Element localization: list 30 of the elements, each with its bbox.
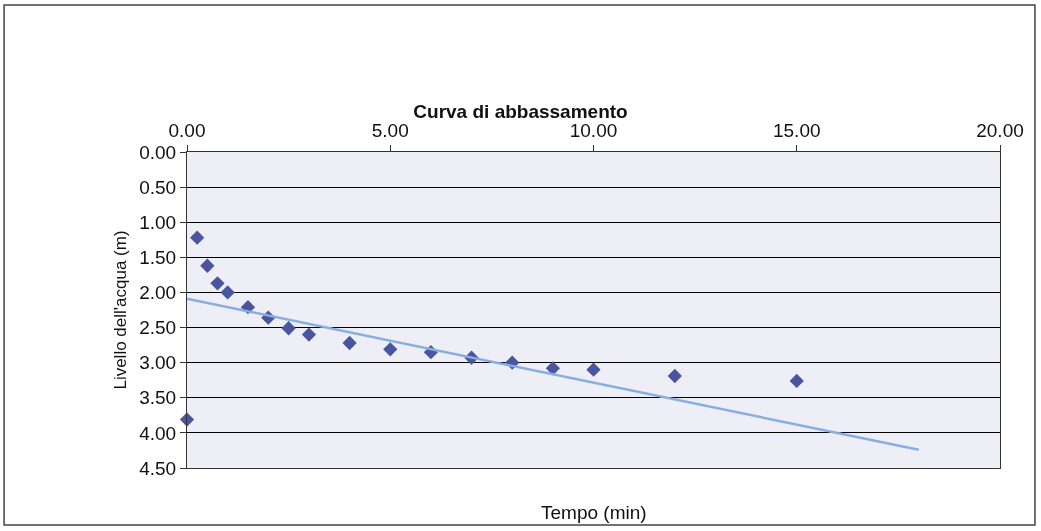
y-axis-title: Livello dell'acqua (m) (110, 230, 130, 390)
point (220, 285, 235, 300)
y-tick-label: 2.00 (139, 282, 177, 304)
point (210, 276, 225, 291)
point (190, 230, 205, 245)
point (667, 368, 682, 384)
y-tick-label: 4.50 (139, 457, 177, 479)
y-tick-label: 3.50 (139, 387, 177, 409)
chart-title: Curva di abbassamento (413, 101, 628, 123)
y-tick-label: 2.50 (139, 317, 177, 339)
point (383, 342, 398, 357)
y-tick-label: 0.50 (139, 176, 177, 198)
x-tick-label: 10.00 (569, 120, 618, 142)
x-tick-label: 5.00 (371, 120, 409, 142)
y-tick-label: 1.50 (139, 246, 177, 268)
x-tick-label: 20.00 (976, 120, 1024, 142)
point (200, 258, 215, 273)
y-tick-label: 1.00 (139, 211, 177, 233)
x-tick-label: 0.00 (168, 120, 206, 142)
point (586, 362, 601, 377)
point (281, 321, 296, 336)
y-tick-label: 3.00 (139, 352, 177, 374)
point (545, 361, 560, 376)
y-tick-label: 0.00 (139, 141, 177, 163)
y-tick-label: 4.00 (139, 422, 177, 444)
point (789, 373, 804, 389)
point (301, 327, 317, 342)
x-tick-label: 15.00 (772, 120, 821, 142)
point (342, 335, 357, 351)
x-axis-title: Tempo (min) (541, 502, 647, 523)
